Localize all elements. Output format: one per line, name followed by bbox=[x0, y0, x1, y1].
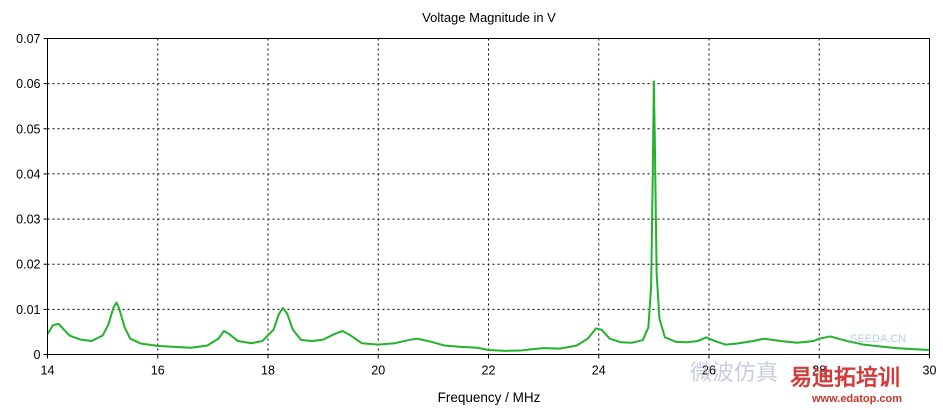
y-tick-label: 0.03 bbox=[16, 213, 40, 227]
x-tick-label: 18 bbox=[261, 364, 275, 378]
series-line bbox=[46, 80, 930, 352]
watermark-brand-text: 易迪拓培训 bbox=[790, 365, 900, 391]
y-tick-label: 0 bbox=[34, 348, 41, 362]
x-tick-label: 28 bbox=[812, 364, 826, 378]
watermark-faint-text: 微波仿真 bbox=[690, 361, 778, 386]
y-tick-label: 0.06 bbox=[16, 77, 40, 91]
watermark-site-text: SEEDA.CN bbox=[850, 333, 906, 345]
plot-frame bbox=[47, 38, 930, 355]
x-axis-label: Frequency / MHz bbox=[438, 390, 541, 405]
y-tick-label: 0.05 bbox=[16, 122, 40, 136]
y-tick-label: 0.07 bbox=[16, 32, 40, 46]
x-tick-label: 14 bbox=[41, 364, 55, 378]
y-tick-label: 0.01 bbox=[16, 303, 40, 317]
plot-series bbox=[46, 80, 930, 352]
x-tick-label: 20 bbox=[371, 364, 385, 378]
chart-title: Voltage Magnitude in V bbox=[422, 10, 556, 25]
watermark-url-text: www.edatop.com bbox=[811, 393, 902, 405]
x-tick-label: 26 bbox=[702, 364, 716, 378]
x-tick-label: 16 bbox=[151, 364, 165, 378]
x-tick-label: 22 bbox=[482, 364, 496, 378]
y-tick-label: 0.04 bbox=[16, 167, 40, 181]
y-tick-labels: 0 0.01 0.02 0.03 0.04 0.05 0.06 0.07 bbox=[16, 32, 48, 362]
x-tick-labels: 14 16 18 20 22 24 26 28 30 bbox=[41, 354, 937, 378]
watermark-group: 微波仿真 SEEDA.CN bbox=[690, 333, 906, 386]
grid-lines bbox=[47, 38, 930, 355]
x-tick-label: 24 bbox=[592, 364, 606, 378]
y-tick-label: 0.02 bbox=[16, 258, 40, 272]
x-tick-label: 30 bbox=[923, 364, 937, 378]
